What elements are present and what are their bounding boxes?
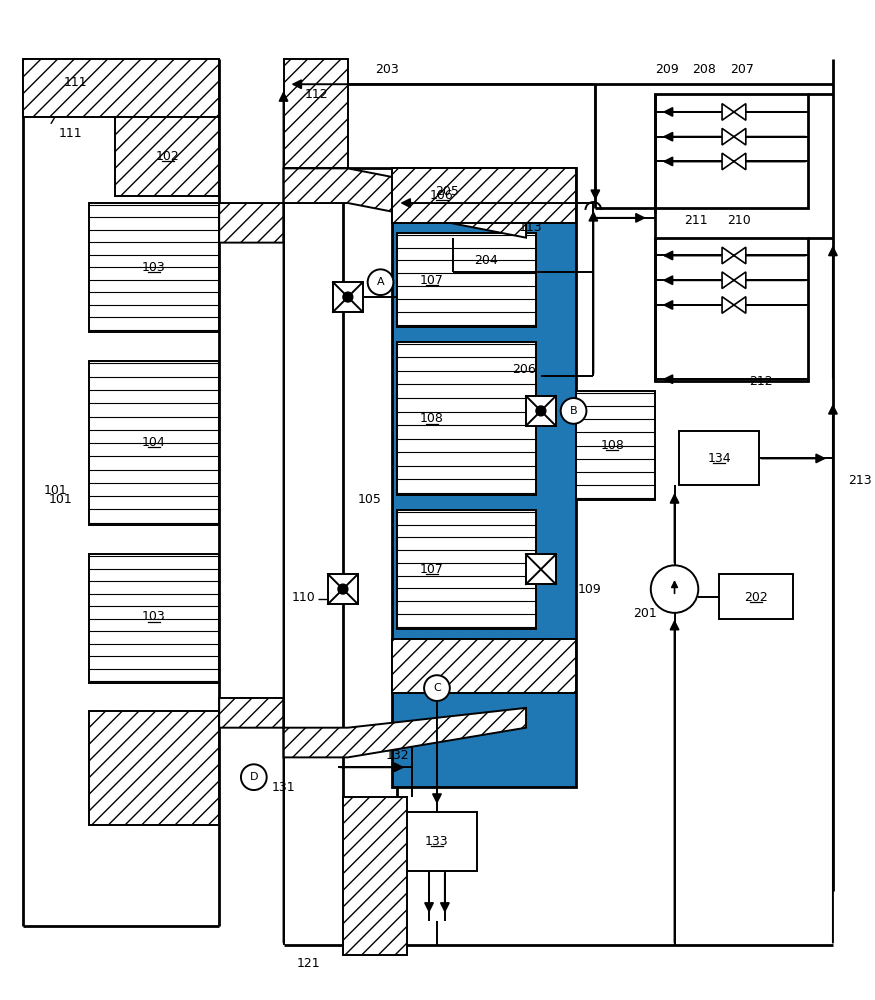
Text: 103: 103 [142,261,165,274]
Polygon shape [734,128,746,145]
Text: 110: 110 [291,591,315,604]
Circle shape [241,764,267,790]
Bar [392,168,576,223]
Text: 107: 107 [420,274,444,287]
Text: 132: 132 [386,749,410,762]
Text: 102: 102 [156,150,179,163]
Circle shape [343,292,353,302]
Text: C: C [433,683,441,693]
Text: 101: 101 [49,493,73,506]
Polygon shape [219,168,526,243]
Polygon shape [734,297,746,313]
Bar [526,396,556,426]
Bar [328,574,358,604]
Bar [88,361,219,525]
Polygon shape [722,153,734,170]
Bar [88,554,219,683]
Bar [576,391,654,500]
Bar [680,431,759,485]
Bar [333,282,363,312]
Polygon shape [722,247,734,264]
Bar [397,233,536,327]
Text: 121: 121 [297,957,320,970]
Bar [343,168,397,802]
Text: 210: 210 [727,214,751,227]
Text: 134: 134 [707,452,731,465]
Text: 209: 209 [654,63,678,76]
Circle shape [338,584,348,594]
Text: 107: 107 [420,563,444,576]
Polygon shape [734,153,746,170]
Bar [116,117,219,196]
Text: 104: 104 [142,436,165,449]
Circle shape [561,398,586,424]
Circle shape [368,269,394,295]
Bar [284,59,348,168]
Bar [654,94,808,208]
Text: 108: 108 [420,412,444,425]
Text: 105: 105 [358,493,382,506]
Bar [392,168,576,787]
Text: 208: 208 [692,63,716,76]
Text: 206: 206 [512,363,536,376]
Bar [392,639,576,693]
Text: 112: 112 [304,88,328,101]
Polygon shape [734,247,746,264]
Polygon shape [219,698,526,757]
Bar [397,812,477,871]
Polygon shape [722,297,734,313]
Bar [397,510,536,629]
Text: 212: 212 [749,375,773,388]
Text: 207: 207 [730,63,753,76]
Text: 211: 211 [684,214,708,227]
Text: A: A [377,277,384,287]
Text: 103: 103 [142,610,165,623]
Text: 213: 213 [848,474,872,487]
Bar [343,797,407,955]
Circle shape [651,565,698,613]
Bar [23,59,219,117]
Polygon shape [722,272,734,289]
Text: 111: 111 [59,127,82,140]
Text: 131: 131 [272,781,296,794]
Polygon shape [734,104,746,120]
Circle shape [424,675,450,701]
Text: 106: 106 [430,189,454,202]
Text: 113: 113 [519,221,542,234]
Bar [88,711,219,825]
Bar [397,342,536,495]
Text: 133: 133 [425,835,449,848]
Text: 205: 205 [435,185,458,198]
Text: 108: 108 [600,439,624,452]
Text: 111: 111 [64,76,88,89]
Text: 109: 109 [578,583,601,596]
Bar [526,554,556,584]
Bar [88,203,219,332]
Text: 204: 204 [474,254,499,267]
Polygon shape [722,104,734,120]
Circle shape [536,406,546,416]
Bar [719,574,794,619]
Text: B: B [570,406,578,416]
Text: 203: 203 [375,63,399,76]
Polygon shape [722,128,734,145]
Text: 101: 101 [44,484,67,497]
Text: 202: 202 [744,591,767,604]
Polygon shape [734,272,746,289]
Text: 201: 201 [633,607,657,620]
Bar [654,238,808,381]
Text: D: D [249,772,258,782]
